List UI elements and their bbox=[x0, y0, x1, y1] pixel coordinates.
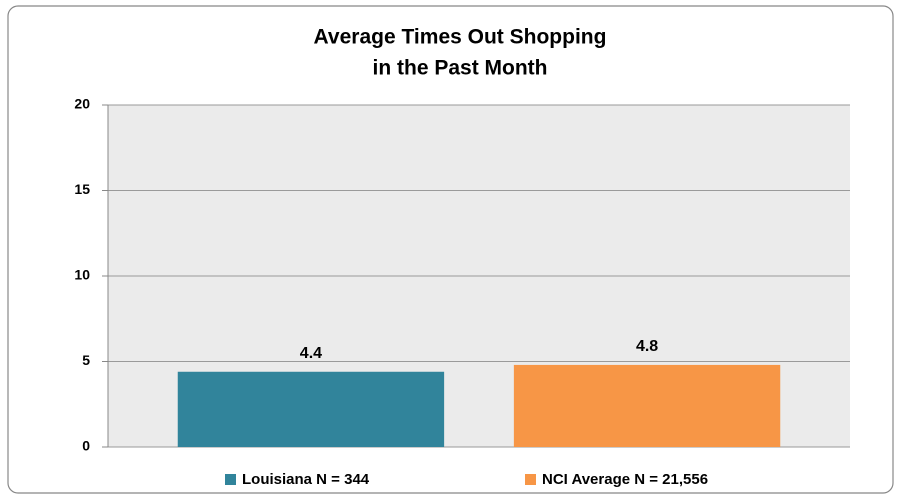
y-tick-label: 20 bbox=[74, 96, 90, 112]
bar bbox=[177, 371, 445, 447]
legend-swatch bbox=[225, 474, 236, 485]
legend-label: NCI Average N = 21,556 bbox=[542, 471, 708, 488]
y-tick-label: 15 bbox=[74, 181, 90, 197]
y-tick-label: 10 bbox=[74, 267, 90, 283]
legend-label: Louisiana N = 344 bbox=[242, 471, 370, 488]
y-tick-label: 5 bbox=[82, 352, 90, 368]
bar bbox=[513, 364, 781, 447]
value-label: 4.4 bbox=[300, 345, 322, 362]
value-label: 4.8 bbox=[636, 338, 658, 355]
y-tick-label: 0 bbox=[82, 438, 90, 454]
legend-swatch bbox=[525, 474, 536, 485]
chart-title: Average Times Out Shopping bbox=[314, 26, 607, 49]
chart-title: in the Past Month bbox=[373, 57, 548, 80]
